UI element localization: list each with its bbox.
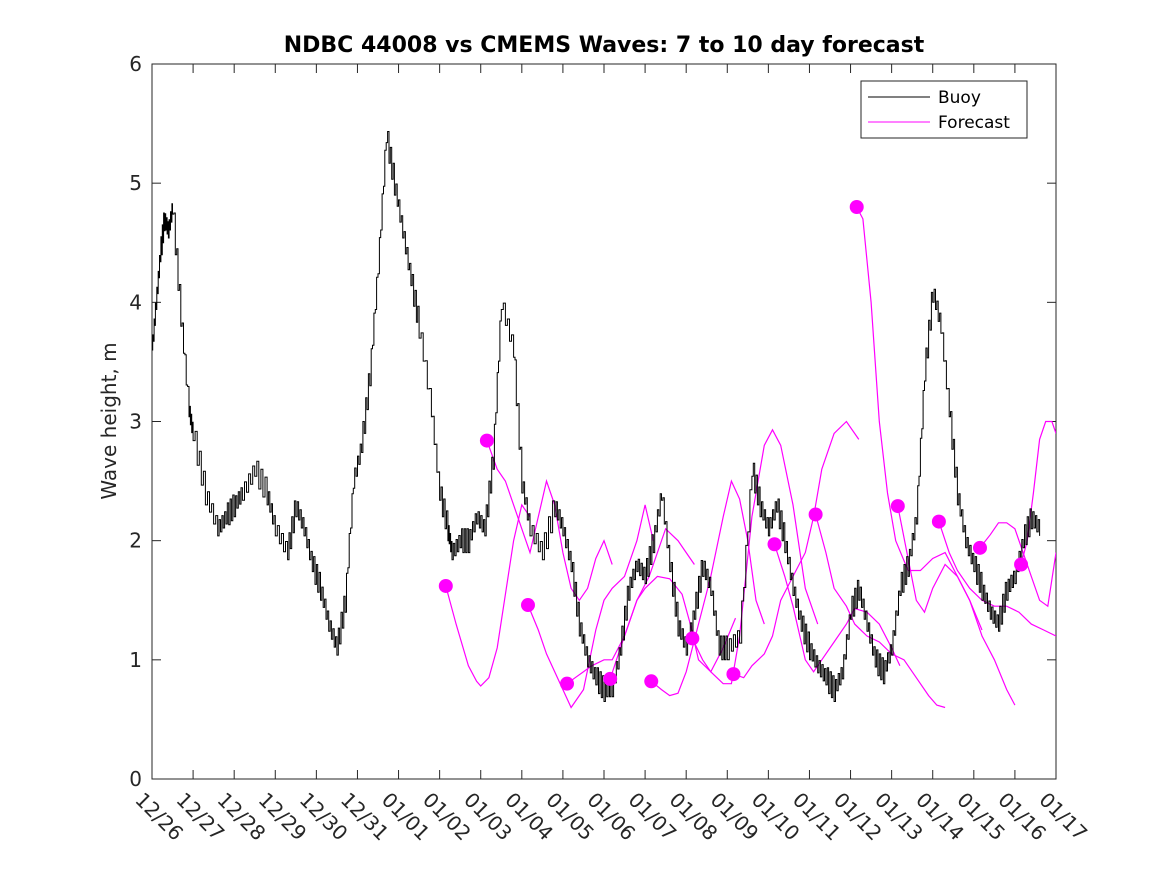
forecast-line xyxy=(773,544,901,673)
forecast-start-marker xyxy=(972,540,987,555)
forecast-start-marker xyxy=(560,676,575,691)
forecast-start-marker xyxy=(644,674,659,689)
forecast-line xyxy=(445,503,531,687)
y-tick-label: 0 xyxy=(129,767,142,791)
buoy-series xyxy=(152,131,1041,702)
y-tick-label: 1 xyxy=(129,648,142,672)
y-tick-label: 6 xyxy=(129,52,142,76)
forecast-line xyxy=(527,504,654,709)
forecast-start-marker xyxy=(767,537,782,552)
legend: Buoy Forecast xyxy=(860,80,1028,139)
y-tick-label: 2 xyxy=(129,529,142,553)
forecast-start-marker xyxy=(520,598,535,613)
forecast-start-marker xyxy=(1014,557,1029,572)
x-tick-label: 01/17 xyxy=(1034,788,1092,846)
forecast-line xyxy=(979,522,1056,608)
y-tick-label: 5 xyxy=(129,171,142,195)
forecast-start-marker xyxy=(438,578,453,593)
y-tick-label: 4 xyxy=(129,290,142,314)
forecast-line xyxy=(938,521,1056,637)
forecast-line xyxy=(486,440,613,602)
plot-area: 012345612/2612/2712/2812/2912/3012/3101/… xyxy=(129,52,1092,845)
forecast-start-marker xyxy=(849,200,864,214)
forecast-line xyxy=(897,505,1016,706)
y-axis-label: Wave height, m xyxy=(97,342,121,499)
forecast-start-marker xyxy=(479,433,494,448)
axes-box xyxy=(151,63,1057,780)
legend-forecast-label: Forecast xyxy=(938,113,1010,133)
forecast-start-marker xyxy=(931,514,946,529)
forecast-start-marker xyxy=(726,667,741,682)
chart-title: NDBC 44008 vs CMEMS Waves: 7 to 10 day f… xyxy=(284,33,925,58)
forecast-line xyxy=(815,514,946,709)
y-tick-label: 3 xyxy=(129,410,142,434)
forecast-line xyxy=(691,428,819,685)
forecast-start-marker xyxy=(685,631,700,646)
forecast-start-marker xyxy=(603,671,618,686)
buoy-line xyxy=(152,131,1041,702)
forecast-start-markers xyxy=(438,200,1029,691)
forecast-start-marker xyxy=(890,499,905,514)
forecast-start-marker xyxy=(808,507,823,522)
legend-box xyxy=(860,80,1028,139)
forecast-series xyxy=(445,206,1056,709)
legend-buoy-label: Buoy xyxy=(938,88,981,108)
